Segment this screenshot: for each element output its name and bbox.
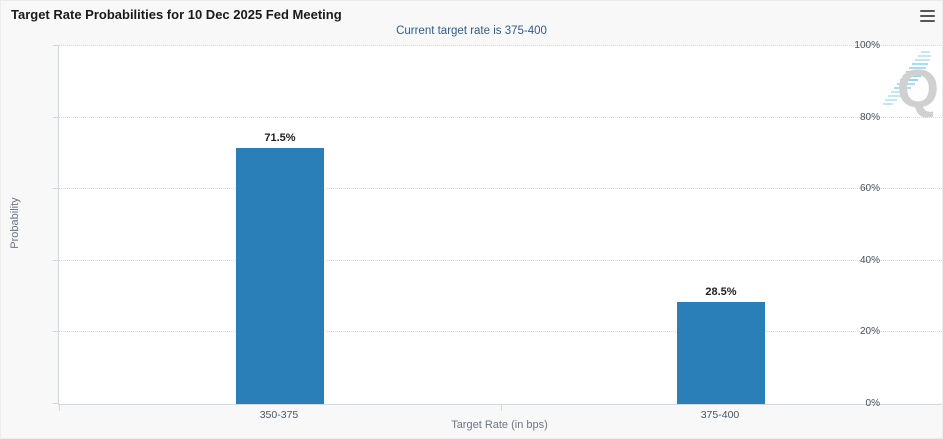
hamburger-icon <box>919 19 935 23</box>
hamburger-icon <box>919 9 935 13</box>
y-axis-tick <box>53 260 59 261</box>
probability-bar[interactable] <box>677 302 765 404</box>
probability-bar[interactable] <box>236 148 324 404</box>
y-axis-title: Probability <box>9 197 21 249</box>
hamburger-icon <box>919 14 935 18</box>
x-axis-category-label: 375-400 <box>700 409 740 421</box>
chart-context-menu-button[interactable] <box>916 6 938 26</box>
y-axis-tick <box>53 117 59 118</box>
bar-value-label: 71.5% <box>264 132 296 144</box>
y-axis-tick <box>53 403 59 404</box>
gridline <box>59 260 942 261</box>
chart-subtitle: Current target rate is 375-400 <box>396 25 547 37</box>
gridline <box>59 188 942 189</box>
y-axis-label: 40% <box>859 255 880 266</box>
plot-area: 71.5% 28.5% <box>53 45 942 411</box>
y-axis-label: 60% <box>859 183 880 194</box>
y-axis-tick <box>53 45 59 46</box>
y-axis-tick <box>53 331 59 332</box>
y-axis-label: 20% <box>859 326 880 337</box>
x-axis-tick <box>501 405 502 411</box>
y-axis-tick <box>53 188 59 189</box>
y-axis-label: 80% <box>859 112 880 123</box>
x-axis-tick <box>59 405 60 411</box>
chart-title: Target Rate Probabilities for 10 Dec 202… <box>11 7 342 22</box>
gridline <box>59 117 942 118</box>
gridline <box>59 45 942 46</box>
y-axis-label: 100% <box>854 40 880 51</box>
x-axis-title: Target Rate (in bps) <box>451 419 548 431</box>
gridline <box>59 331 942 332</box>
y-axis-label: 0% <box>865 398 880 409</box>
bar-value-label: 28.5% <box>705 286 737 298</box>
x-axis-category-label: 350-375 <box>259 409 299 421</box>
